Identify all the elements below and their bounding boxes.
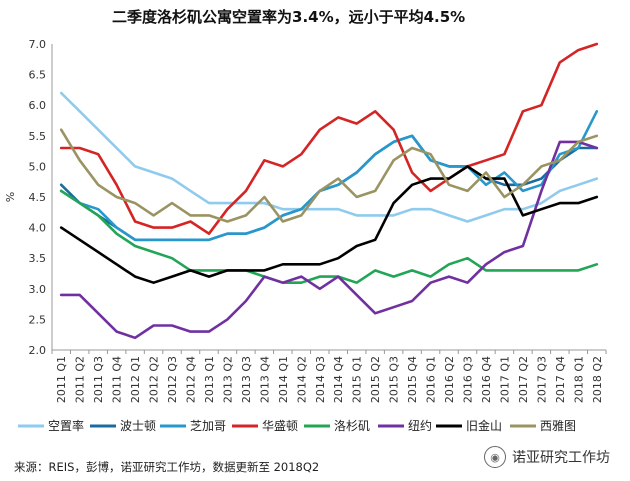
source-note: 来源：REIS，彭博，诺亚研究工作坊，数据更新至 2018Q2: [14, 460, 320, 474]
x-tick-label: 2013 Q4: [258, 356, 271, 403]
x-tick-label: 2013 Q2: [221, 356, 234, 403]
watermark-text: 诺亚研究工作坊: [512, 450, 610, 466]
y-tick-label: 3.0: [29, 283, 47, 296]
x-tick-label: 2017 Q4: [554, 356, 567, 403]
series-line-7: [59, 165, 599, 285]
x-tick-label: 2016 Q3: [462, 356, 475, 403]
legend-label-4: 华盛顿: [262, 418, 298, 433]
y-tick-label: 6.0: [29, 99, 47, 112]
y-tick-label: 4.0: [29, 222, 47, 235]
x-tick-label: 2011 Q2: [74, 356, 87, 403]
x-tick-label: 2016 Q2: [443, 356, 456, 403]
x-tick-label: 2015 Q1: [351, 356, 364, 403]
x-tick-label: 2018 Q1: [572, 356, 585, 403]
x-tick-label: 2012 Q2: [148, 356, 161, 403]
x-tick-label: 2014 Q1: [277, 356, 290, 403]
x-tick-label: 2014 Q4: [332, 356, 345, 403]
watermark: ◉ 诺亚研究工作坊: [484, 446, 610, 468]
legend-label-8: 西雅图: [540, 418, 576, 433]
series-line-6: [59, 140, 599, 340]
x-tick-label: 2017 Q1: [498, 356, 511, 403]
series-line-3: [59, 110, 599, 242]
axes: 2.0 2.5 3.0 3.5 4.0 4.5 5.0 5.5 6.0 6.5 7.0% 2011 Q…: [4, 38, 607, 403]
series-line-4: [59, 42, 599, 235]
x-tick-label: 2017 Q3: [535, 356, 548, 403]
y-axis-label: %: [4, 192, 17, 202]
x-tick-label: 2016 Q1: [425, 356, 438, 403]
legend-label-3: 芝加哥: [190, 418, 226, 433]
x-tick-label: 2014 Q2: [295, 356, 308, 403]
series-line-5: [59, 189, 599, 285]
y-tick-label: 4.5: [29, 191, 47, 204]
x-tick-label: 2011 Q3: [92, 356, 105, 403]
x-tick-label: 2016 Q4: [480, 356, 493, 403]
watermark-logo-icon: ◉: [484, 446, 506, 468]
x-tick-label: 2012 Q1: [129, 356, 142, 403]
series-line-8: [59, 128, 599, 223]
x-tick-label: 2017 Q2: [517, 356, 530, 403]
y-tick-label: 2.5: [29, 313, 47, 326]
y-tick-label: 5.5: [29, 130, 47, 143]
x-tick-label: 2012 Q3: [166, 356, 179, 403]
x-tick-label: 2012 Q4: [185, 356, 198, 403]
legend-label-5: 洛杉矶: [334, 418, 370, 433]
x-tick-label: 2015 Q4: [406, 356, 419, 403]
x-tick-label: 2015 Q3: [388, 356, 401, 403]
y-tick-label: 2.0: [29, 344, 47, 357]
x-tick-label: 2014 Q3: [314, 356, 327, 403]
x-tick-label: 2013 Q3: [240, 356, 253, 403]
legend-label-6: 纽约: [408, 418, 432, 433]
series-line-1: [59, 91, 599, 223]
x-tick-label: 2015 Q2: [369, 356, 382, 403]
x-tick-label: 2013 Q1: [203, 356, 216, 403]
x-tick-label: 2011 Q1: [55, 356, 68, 403]
y-tick-label: 7.0: [29, 38, 47, 51]
y-tick-label: 6.5: [29, 69, 47, 82]
series-lines: [59, 42, 599, 340]
chart-title: 二季度洛杉矶公寓空置率为3.4%，远小于平均4.5%: [112, 8, 466, 26]
x-tick-label: 2018 Q2: [591, 356, 604, 403]
legend-label-1: 空置率: [48, 418, 84, 433]
legend-label-2: 波士顿: [120, 419, 156, 433]
legend-label-7: 旧金山: [466, 418, 502, 433]
legend: 空置率 波士顿 芝加哥 华盛顿 洛杉矶 纽约 旧金山 西雅图: [18, 418, 576, 433]
y-tick-label: 5.0: [29, 160, 47, 173]
x-tick-label: 2011 Q4: [111, 356, 124, 403]
y-tick-label: 3.5: [29, 252, 47, 265]
